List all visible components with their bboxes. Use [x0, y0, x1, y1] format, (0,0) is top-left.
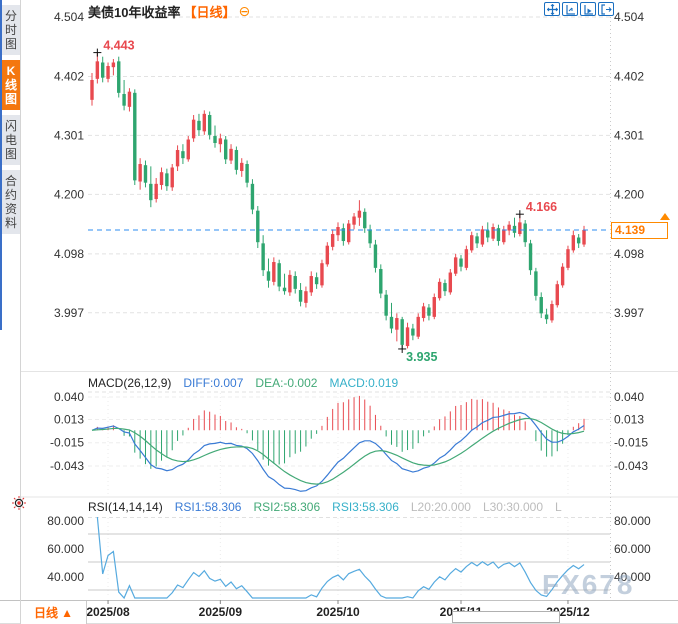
sidebar-accent-strip: [0, 0, 2, 330]
chart-type-sidebar: 分时图 K线图 闪电图 合约资料: [2, 0, 20, 624]
svg-text:0.013: 0.013: [54, 412, 84, 426]
svg-text:0.013: 0.013: [614, 412, 644, 426]
macd-diff-value: DIFF:0.007: [183, 376, 244, 390]
rsi-l30-value: L30:30.000: [482, 500, 543, 514]
svg-text:0.040: 0.040: [614, 390, 644, 404]
svg-text:2025/09: 2025/09: [199, 605, 243, 619]
macd-dea-value: DEA:-0.002: [255, 376, 318, 390]
price-up-arrow-icon: [660, 213, 670, 220]
svg-text:0.040: 0.040: [54, 390, 84, 404]
sidebar-item-contract-info[interactable]: 合约资料: [2, 170, 20, 234]
current-price-tag: 4.139: [611, 222, 668, 239]
svg-text:-0.015: -0.015: [50, 436, 84, 450]
sidebar-item-time-chart[interactable]: 分时图: [2, 5, 20, 55]
period-selector[interactable]: 日线 ▲: [21, 601, 87, 624]
rsi1-value: RSI1:58.306: [174, 500, 242, 514]
svg-text:-0.015: -0.015: [614, 436, 648, 450]
svg-text:4.166: 4.166: [526, 200, 557, 214]
svg-text:4.402: 4.402: [614, 70, 644, 84]
rsi3-value: RSI3:58.306: [332, 500, 399, 514]
period-tag: 【日线】: [183, 5, 236, 20]
svg-text:80.000: 80.000: [47, 514, 84, 528]
sidebar-divider: [20, 0, 21, 624]
svg-text:2025/08: 2025/08: [86, 605, 130, 619]
svg-text:4.301: 4.301: [54, 128, 84, 142]
svg-text:80.000: 80.000: [614, 514, 651, 528]
y-axis-scale-icon[interactable]: [562, 2, 578, 16]
svg-text:3.997: 3.997: [54, 306, 84, 320]
svg-text:4.504: 4.504: [54, 10, 84, 24]
svg-text:4.200: 4.200: [54, 187, 84, 201]
svg-text:3.997: 3.997: [614, 306, 644, 320]
macd-label-row: MACD(26,12,9) DIFF:0.007 DEA:-0.002 MACD…: [88, 376, 398, 390]
svg-text:4.098: 4.098: [54, 247, 84, 261]
macd-name: MACD(26,12,9): [88, 376, 172, 390]
macd-hist-value: MACD:0.019: [329, 376, 399, 390]
sidebar-item-lightning-chart[interactable]: 闪电图: [2, 115, 20, 165]
svg-text:60.000: 60.000: [47, 542, 84, 556]
instrument-title: 美债10年收益率: [88, 5, 181, 20]
svg-text:40.000: 40.000: [614, 570, 651, 584]
svg-text:4.504: 4.504: [614, 10, 644, 24]
svg-text:4.402: 4.402: [54, 70, 84, 84]
chart-toolbar: [544, 2, 614, 16]
sidebar-item-kline-chart[interactable]: K线图: [2, 60, 20, 110]
svg-text:40.000: 40.000: [47, 570, 84, 584]
sun-icon[interactable]: [11, 495, 27, 511]
svg-text:-0.043: -0.043: [50, 459, 84, 473]
chart-header: 美债10年收益率 【日线】 ⊖: [88, 2, 250, 21]
restore-view-icon[interactable]: [598, 2, 614, 16]
scrollbar-thumb[interactable]: [452, 611, 560, 623]
svg-text:4.098: 4.098: [614, 247, 644, 261]
collapse-indicator-icon[interactable]: ⊖: [238, 3, 251, 19]
rsi2-value: RSI2:58.306: [253, 500, 321, 514]
rsi-name: RSI(14,14,14): [88, 500, 163, 514]
pan-tool-icon[interactable]: [544, 2, 560, 16]
svg-text:2025/10: 2025/10: [316, 605, 360, 619]
svg-text:-0.043: -0.043: [614, 459, 648, 473]
rsi-l-truncated: L: [555, 500, 562, 514]
svg-text:4.200: 4.200: [614, 187, 644, 201]
period-selector-label: 日线: [34, 606, 59, 620]
x-axis-scale-icon[interactable]: [580, 2, 596, 16]
svg-text:60.000: 60.000: [614, 542, 651, 556]
svg-text:4.301: 4.301: [614, 128, 644, 142]
svg-text:4.443: 4.443: [103, 39, 134, 53]
period-up-triangle-icon: ▲: [61, 605, 73, 620]
rsi-label-row: RSI(14,14,14) RSI1:58.306 RSI2:58.306 RS…: [88, 500, 562, 514]
rsi-l20-value: L20:20.000: [410, 500, 471, 514]
svg-text:3.935: 3.935: [406, 350, 437, 364]
